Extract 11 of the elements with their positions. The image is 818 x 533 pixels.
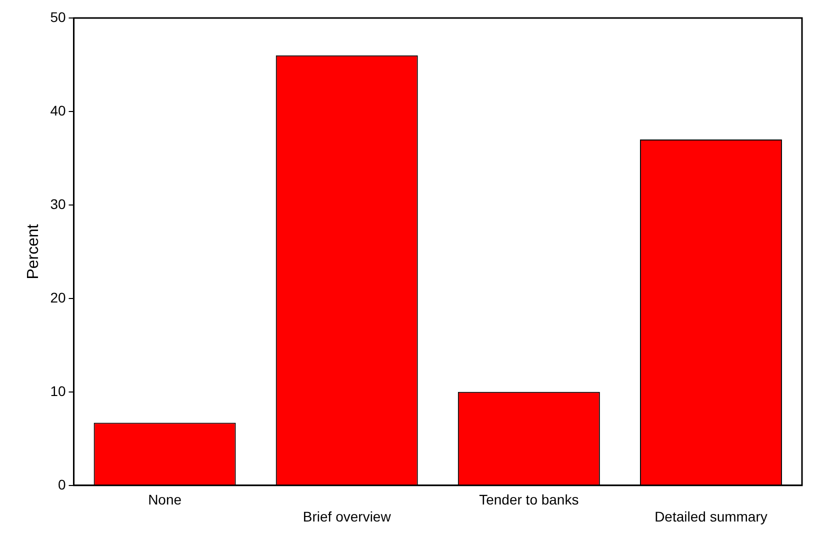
x-tick-label: Detailed summary (654, 508, 768, 524)
y-axis-title: Percent (25, 224, 42, 280)
y-tick-label: 40 (50, 102, 66, 118)
y-tick-label: 10 (50, 382, 66, 399)
y-tick-label: 50 (50, 8, 66, 25)
y-tick-label: 20 (50, 289, 66, 306)
x-tick-label: Brief overview (302, 508, 392, 524)
y-tick-label: 0 (58, 476, 66, 492)
y-tick-label: 30 (50, 196, 66, 212)
x-tick-label: None (148, 492, 182, 508)
x-tick-label: Tender to banks (479, 492, 579, 508)
